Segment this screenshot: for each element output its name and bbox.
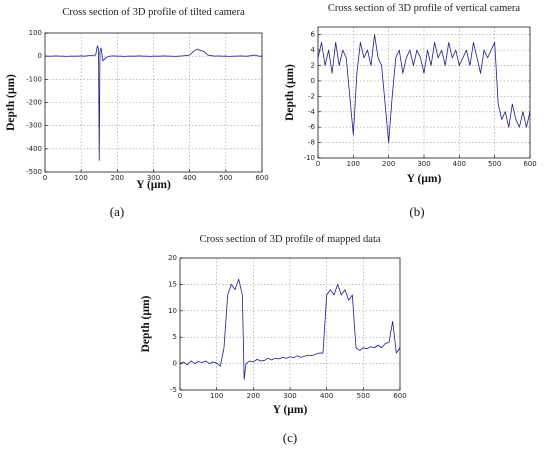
x-tick-label: 600 [255, 174, 268, 182]
x-tick-label: 200 [111, 174, 124, 182]
x-tick-label: 200 [247, 392, 260, 400]
x-tick-label: 500 [219, 174, 232, 182]
x-tick-label: 0 [316, 160, 320, 168]
y-tick-label: 4 [311, 46, 316, 54]
y-axis-label: Depth (µm) [5, 74, 17, 131]
chart-title: Cross section of 3D profile of vertical … [328, 3, 520, 14]
plot-frame [44, 32, 263, 173]
x-axis-label: Y (µm) [407, 173, 442, 185]
y-tick-label: -5 [170, 386, 177, 394]
x-tick-label: 500 [357, 392, 370, 400]
x-tick-label: 400 [183, 174, 196, 182]
y-tick-label: 20 [168, 254, 177, 262]
x-axis-label: Y (µm) [273, 404, 308, 416]
panel-caption: (b) [409, 204, 424, 219]
y-tick-label: 5 [173, 333, 177, 341]
x-tick-label: 0 [178, 392, 182, 400]
y-tick-label: 6 [311, 31, 316, 39]
x-tick-label: 300 [417, 160, 430, 168]
y-tick-label: 0 [311, 77, 315, 85]
x-tick-label: 500 [488, 160, 501, 168]
y-tick-label: -300 [26, 122, 42, 130]
y-tick-label: -10 [304, 154, 315, 162]
chart-title: Cross section of 3D profile of mapped da… [199, 234, 380, 245]
y-tick-label: -100 [26, 75, 42, 83]
data-line [317, 34, 531, 143]
y-tick-label: -400 [26, 145, 42, 153]
x-tick-label: 400 [320, 392, 333, 400]
y-tick-label: 0 [173, 360, 177, 368]
y-tick-label: 15 [168, 280, 177, 288]
y-axis-label: Depth (µm) [284, 64, 296, 121]
y-tick-label: -8 [308, 139, 315, 147]
x-tick-label: 100 [74, 174, 87, 182]
x-tick-label: 100 [210, 392, 223, 400]
y-tick-label: -4 [308, 108, 316, 116]
x-tick-label: 600 [393, 392, 406, 400]
y-tick-label: 0 [38, 52, 42, 60]
x-axis-label: Y (µm) [136, 179, 171, 191]
x-tick-label: 400 [453, 160, 466, 168]
x-tick-label: 300 [147, 174, 160, 182]
x-tick-label: 600 [523, 160, 536, 168]
y-axis-label: Depth (µm) [140, 295, 152, 352]
y-tick-label: 10 [168, 307, 177, 315]
data-line [45, 45, 262, 161]
plot-frame [179, 257, 401, 391]
chart-title: Cross section of 3D profile of tilted ca… [62, 7, 245, 18]
x-tick-label: 0 [43, 174, 47, 182]
x-tick-label: 200 [382, 160, 395, 168]
plot-frame [317, 26, 531, 159]
y-tick-label: -200 [26, 99, 42, 107]
data-line [179, 278, 401, 380]
y-tick-label: 100 [29, 29, 42, 37]
x-tick-label: 100 [347, 160, 360, 168]
y-tick-label: -500 [26, 168, 42, 176]
y-tick-label: 2 [311, 62, 315, 70]
panel-caption: (a) [110, 204, 124, 219]
y-tick-label: -2 [308, 92, 315, 100]
y-tick-label: -6 [308, 123, 316, 131]
panel-caption: (c) [283, 430, 297, 445]
x-tick-label: 300 [283, 392, 296, 400]
